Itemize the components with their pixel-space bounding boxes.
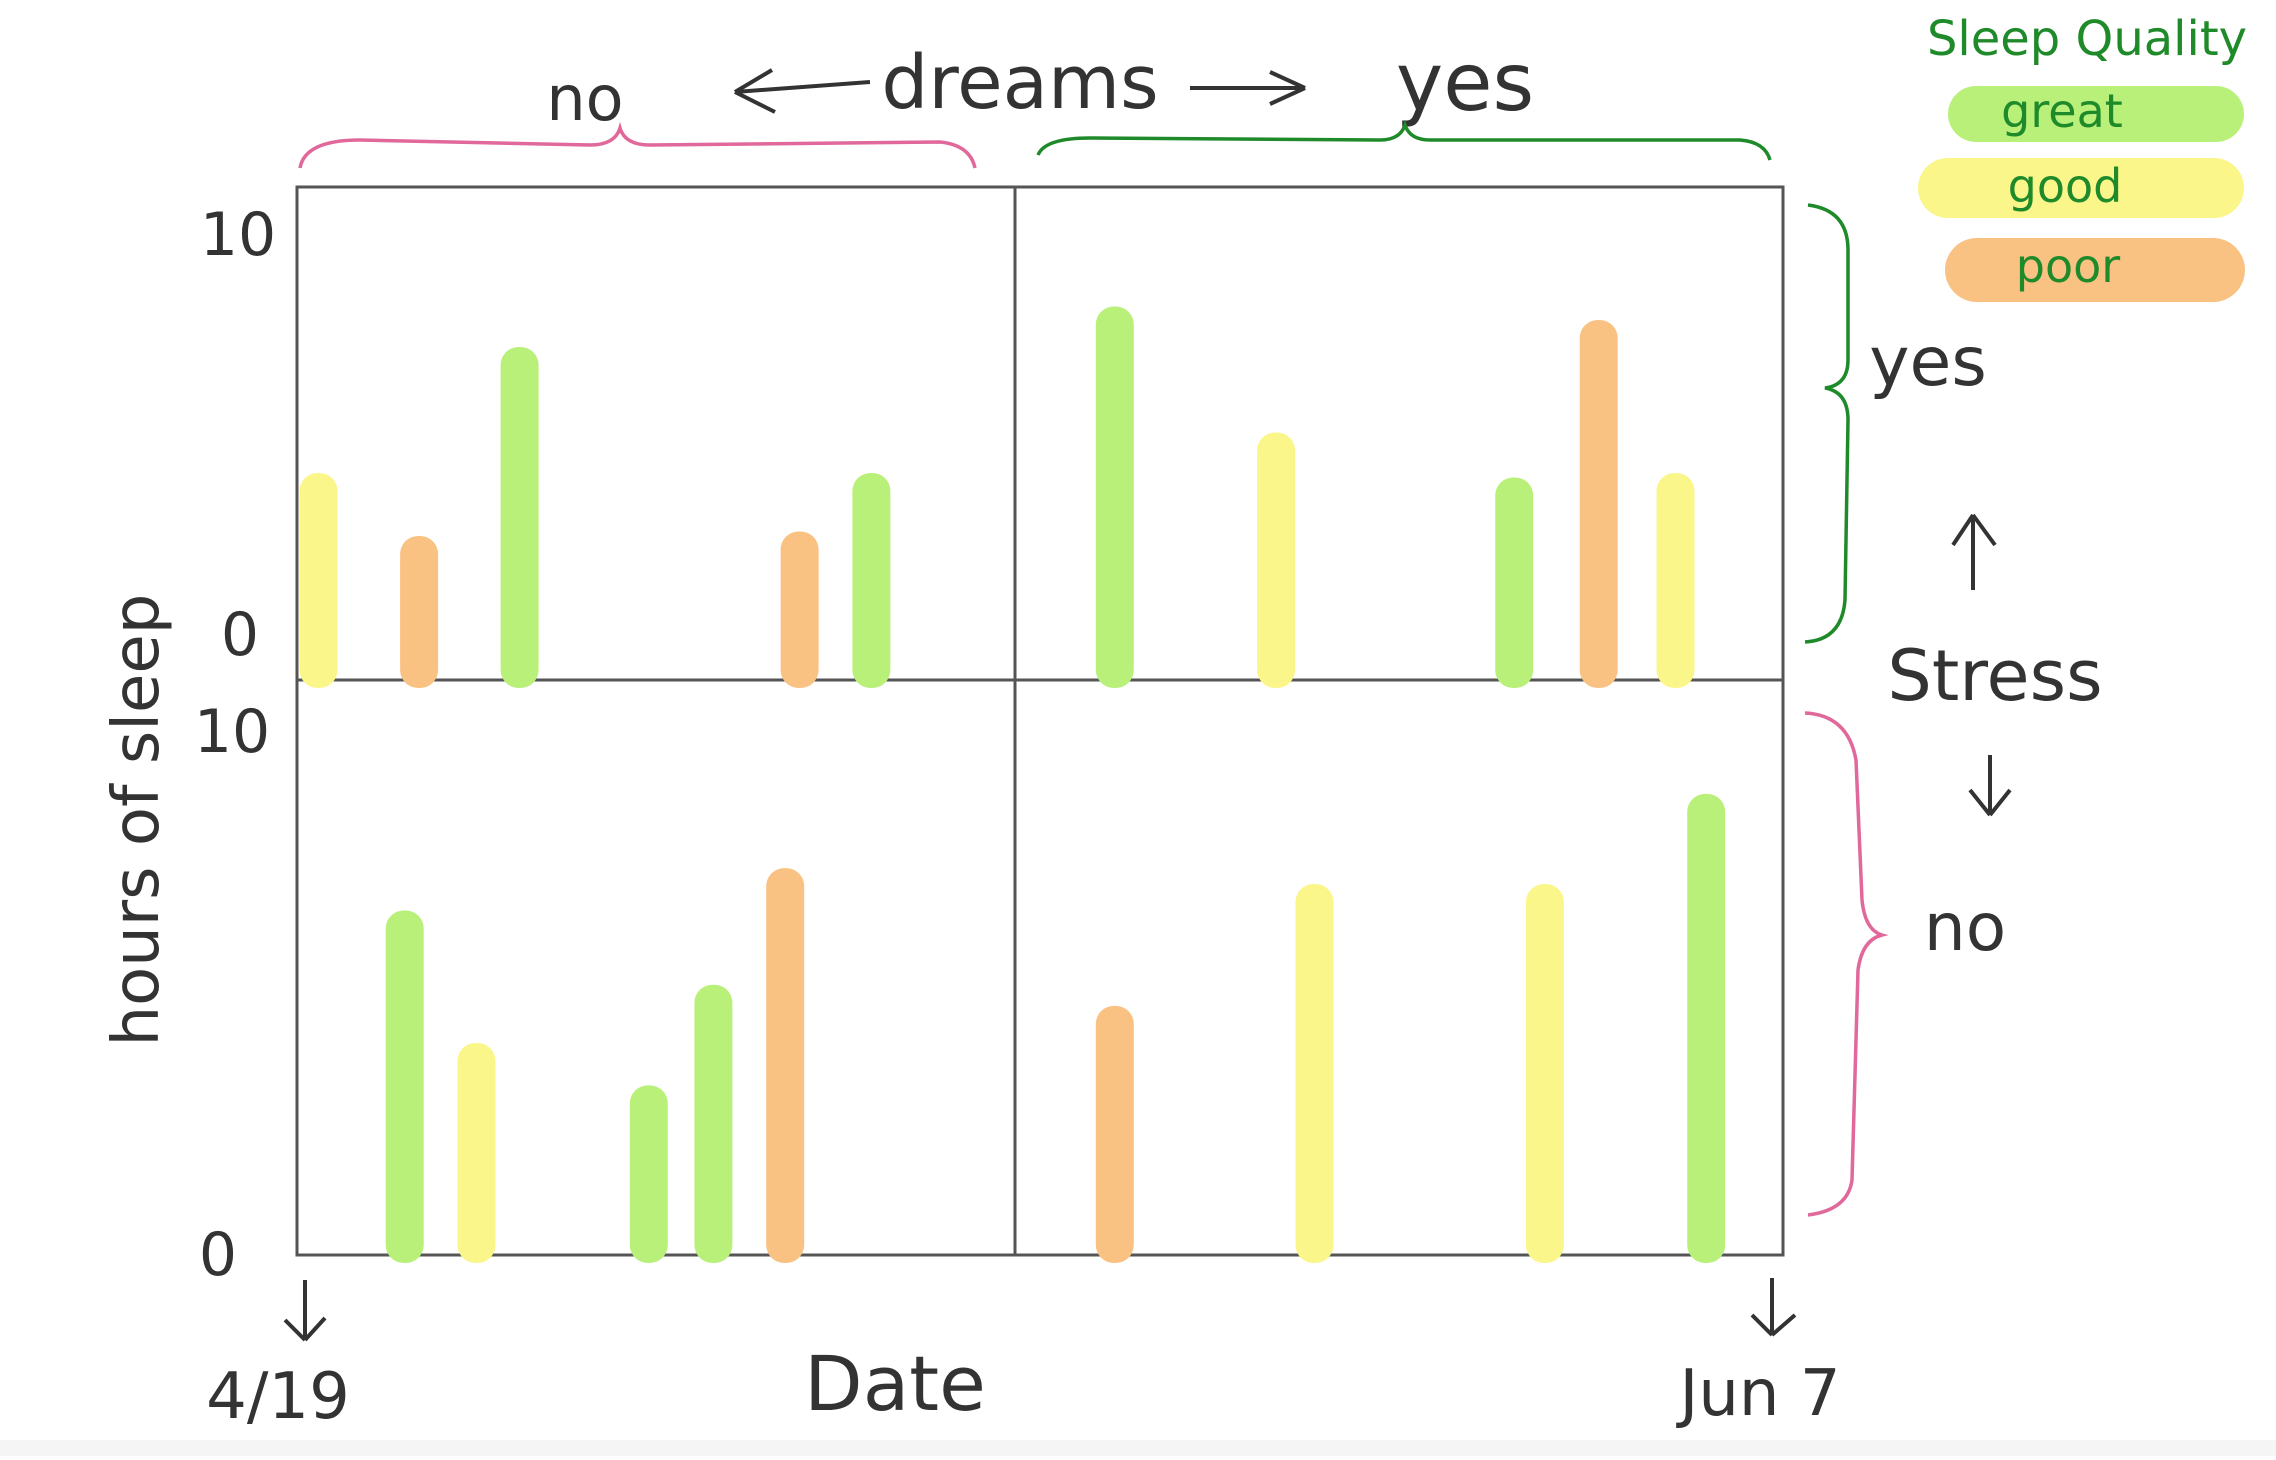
y-tick-0-lower: 0 (199, 1220, 237, 1290)
bar-no-dreams-yes-stress-3 (500, 347, 539, 688)
bar-no-dreams-no-stress-4 (694, 984, 733, 1263)
bar-no-dreams-no-stress-1 (385, 910, 424, 1263)
legend-title: Sleep Quality (1927, 11, 2247, 67)
up-arrow-icon (1951, 513, 1997, 590)
bar-no-dreams-yes-stress-2 (400, 536, 439, 688)
bar-yes-dreams-no-stress-3 (1525, 884, 1564, 1263)
y-axis: 10 0 10 0 hours of sleep (100, 200, 276, 1290)
left-arrowhead-icon (733, 68, 776, 114)
bar-no-dreams-yes-stress-1 (299, 473, 338, 688)
legend-swatch-good (1918, 158, 2244, 218)
dreams-header: no dreams yes (298, 36, 1772, 169)
date-end-label: Jun 7 (1675, 1357, 1840, 1431)
left-arrow-icon (734, 80, 871, 94)
y-tick-10-lower: 10 (194, 697, 270, 767)
bar-no-dreams-yes-stress-5 (852, 473, 891, 688)
legend-label-good: good (2008, 159, 2123, 213)
bar-yes-dreams-no-stress-2 (1295, 884, 1334, 1263)
dreams-no-brace (298, 121, 977, 169)
bar-yes-dreams-yes-stress-1 (1095, 306, 1134, 688)
bar-no-dreams-no-stress-2 (457, 1043, 496, 1263)
bar-no-dreams-no-stress-3 (629, 1085, 668, 1263)
legend-label-poor: poor (2016, 239, 2120, 293)
bar-no-dreams-yes-stress-4 (780, 531, 819, 688)
legend-label-great: great (2001, 84, 2123, 138)
bar-yes-dreams-yes-stress-3 (1495, 477, 1534, 688)
stress-no-label: no (1924, 889, 2006, 966)
panel-frames (295, 185, 1785, 1257)
bar-no-dreams-no-stress-5 (766, 868, 805, 1263)
stress-yes-label: yes (1869, 323, 1987, 402)
bars-layer (299, 306, 1726, 1263)
date-start-label: 4/19 (206, 1360, 350, 1434)
legend-swatch-poor (1945, 238, 2245, 302)
stress-no-brace (1804, 711, 1889, 1217)
down-arrow-icon (1968, 755, 2012, 817)
dreams-yes-brace (1036, 119, 1772, 161)
right-arrowhead-icon (1269, 70, 1306, 106)
x-axis-title: Date (804, 1339, 986, 1428)
y-tick-10-upper: 10 (200, 200, 276, 270)
y-axis-title: hours of sleep (100, 594, 174, 1047)
bar-yes-dreams-yes-stress-4 (1579, 320, 1618, 688)
bar-yes-dreams-no-stress-4 (1687, 793, 1726, 1263)
end-date-arrow-icon (1750, 1278, 1797, 1337)
bar-yes-dreams-no-stress-1 (1095, 1005, 1134, 1263)
bar-yes-dreams-yes-stress-2 (1257, 432, 1296, 688)
dreams-no-label: no (546, 62, 623, 135)
stress-side: yes Stress no (1804, 203, 2103, 1217)
legend: Sleep Quality great good poor (1918, 11, 2247, 302)
bottom-strip (0, 1440, 2276, 1456)
dreams-title: dreams (881, 40, 1158, 126)
stress-yes-brace (1804, 203, 1850, 644)
dreams-yes-label: yes (1396, 36, 1534, 129)
legend-swatch-great (1948, 86, 2244, 142)
plot-frame (295, 185, 1785, 1257)
y-tick-0-upper: 0 (221, 600, 259, 670)
x-axis: 4/19 Date Jun 7 (206, 1278, 1841, 1434)
stress-title: Stress (1887, 635, 2102, 717)
bar-yes-dreams-yes-stress-5 (1656, 473, 1695, 688)
start-date-arrow-icon (283, 1280, 327, 1342)
